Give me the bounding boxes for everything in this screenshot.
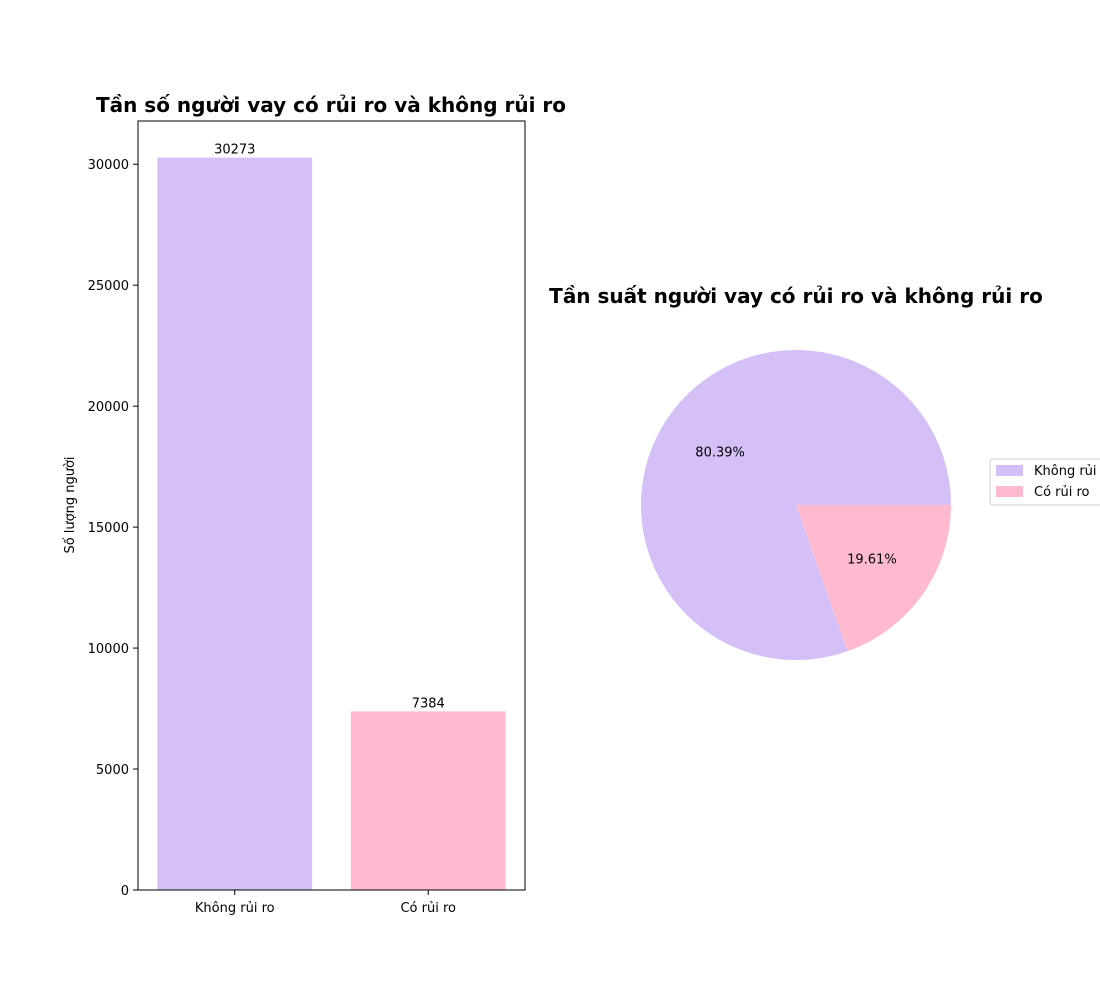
- y-tick-label: 25000: [88, 279, 129, 294]
- legend-swatch: [996, 486, 1023, 497]
- bar-chart: Tần số người vay có rủi ro và không rủi …: [63, 93, 566, 916]
- y-tick-label: 15000: [88, 521, 129, 536]
- bar-chart-title: Tần số người vay có rủi ro và không rủi …: [96, 93, 566, 117]
- pie-slices: [640, 349, 951, 660]
- bars: 30273 7384: [157, 143, 506, 891]
- x-axis-ticks: Không rủi ro Có rủi ro: [195, 890, 456, 916]
- y-tick-label: 0: [121, 884, 129, 899]
- y-axis-ticks: 0 5000 10000 15000 20000 25000 30000: [88, 158, 138, 899]
- bar-value-label: 7384: [412, 696, 445, 711]
- y-tick-label: 30000: [88, 158, 129, 173]
- pie-value-labels: 80.39% 19.61%: [695, 445, 896, 567]
- pie-percent-label: 19.61%: [847, 553, 897, 568]
- y-tick-label: 5000: [96, 763, 129, 778]
- pie-slice: [640, 349, 951, 660]
- legend-label: Không rủi ro: [1034, 464, 1100, 479]
- legend-swatch: [996, 465, 1023, 476]
- bar: [350, 711, 506, 890]
- y-tick-label: 10000: [88, 642, 129, 657]
- x-tick-label: Không rủi ro: [195, 901, 275, 916]
- pie-chart-title: Tần suất người vay có rủi ro và không rủ…: [549, 284, 1043, 308]
- bar: [157, 157, 313, 891]
- plot-frame: [137, 120, 526, 891]
- pie-chart: Tần suất người vay có rủi ro và không rủ…: [549, 284, 1100, 660]
- legend-label: Có rủi ro: [1034, 485, 1090, 500]
- pie-slice: [796, 505, 951, 652]
- pie-percent-label: 80.39%: [695, 445, 745, 460]
- x-tick-label: Có rủi ro: [400, 901, 456, 916]
- legend-entries: Không rủi ro Có rủi ro: [996, 464, 1100, 500]
- legend: Không rủi ro Có rủi ro: [989, 458, 1100, 506]
- y-tick-label: 20000: [88, 400, 129, 415]
- y-axis-label: Số lượng người: [63, 456, 78, 553]
- bar-value-label: 30273: [214, 143, 255, 158]
